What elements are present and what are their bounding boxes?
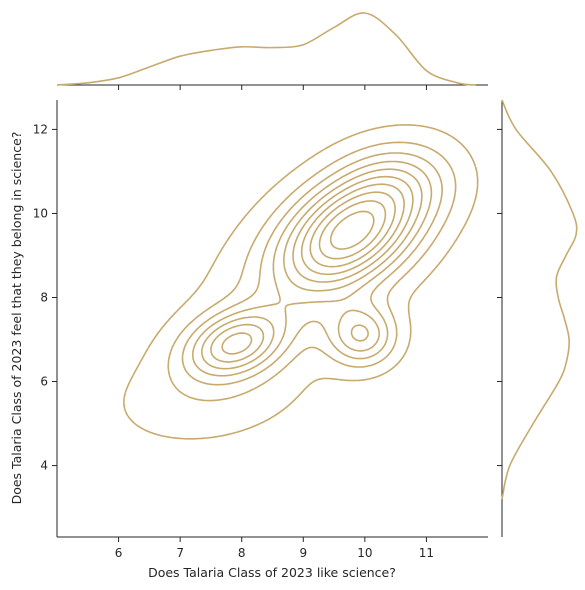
kde-contour-level-7 bbox=[221, 183, 405, 355]
kde-contour-level-6 bbox=[210, 175, 414, 363]
y-tick-label: 6 bbox=[40, 375, 48, 389]
kde-contour-level-4 bbox=[192, 160, 433, 377]
x-tick-label: 11 bbox=[419, 546, 434, 560]
kde-contour-level-1 bbox=[123, 124, 479, 440]
x-tick-label: 10 bbox=[357, 546, 372, 560]
x-axis-label: Does Talaria Class of 2023 like science? bbox=[148, 565, 396, 580]
y-axis-label: Does Talaria Class of 2023 feel that the… bbox=[9, 132, 24, 505]
y-tick-label: 10 bbox=[33, 206, 48, 220]
kde-contour-level-10 bbox=[329, 210, 375, 250]
x-tick-label: 7 bbox=[176, 546, 184, 560]
x-tick-label: 6 bbox=[115, 546, 123, 560]
kde-contour-level-5 bbox=[201, 168, 423, 370]
x-tick-label: 9 bbox=[299, 546, 307, 560]
y-tick-label: 8 bbox=[40, 290, 48, 304]
x-tick-label: 8 bbox=[238, 546, 246, 560]
y-tick-label: 4 bbox=[40, 459, 48, 473]
ticks-layer: 6 7 8 9 10 11 4 6 8 10 12 bbox=[33, 85, 502, 560]
joint-kde-contours bbox=[123, 124, 479, 440]
right-marginal-kde-curve bbox=[501, 99, 578, 500]
kde-contour-level-2 bbox=[167, 141, 457, 402]
kde-contour-level-3 bbox=[181, 152, 443, 386]
y-tick-label: 12 bbox=[33, 122, 48, 136]
kde-contour-level-9 bbox=[318, 200, 387, 260]
kde-contour-level-8 bbox=[309, 191, 396, 268]
top-marginal-kde-curve bbox=[56, 12, 476, 86]
marginal-kde-curves bbox=[56, 12, 578, 500]
